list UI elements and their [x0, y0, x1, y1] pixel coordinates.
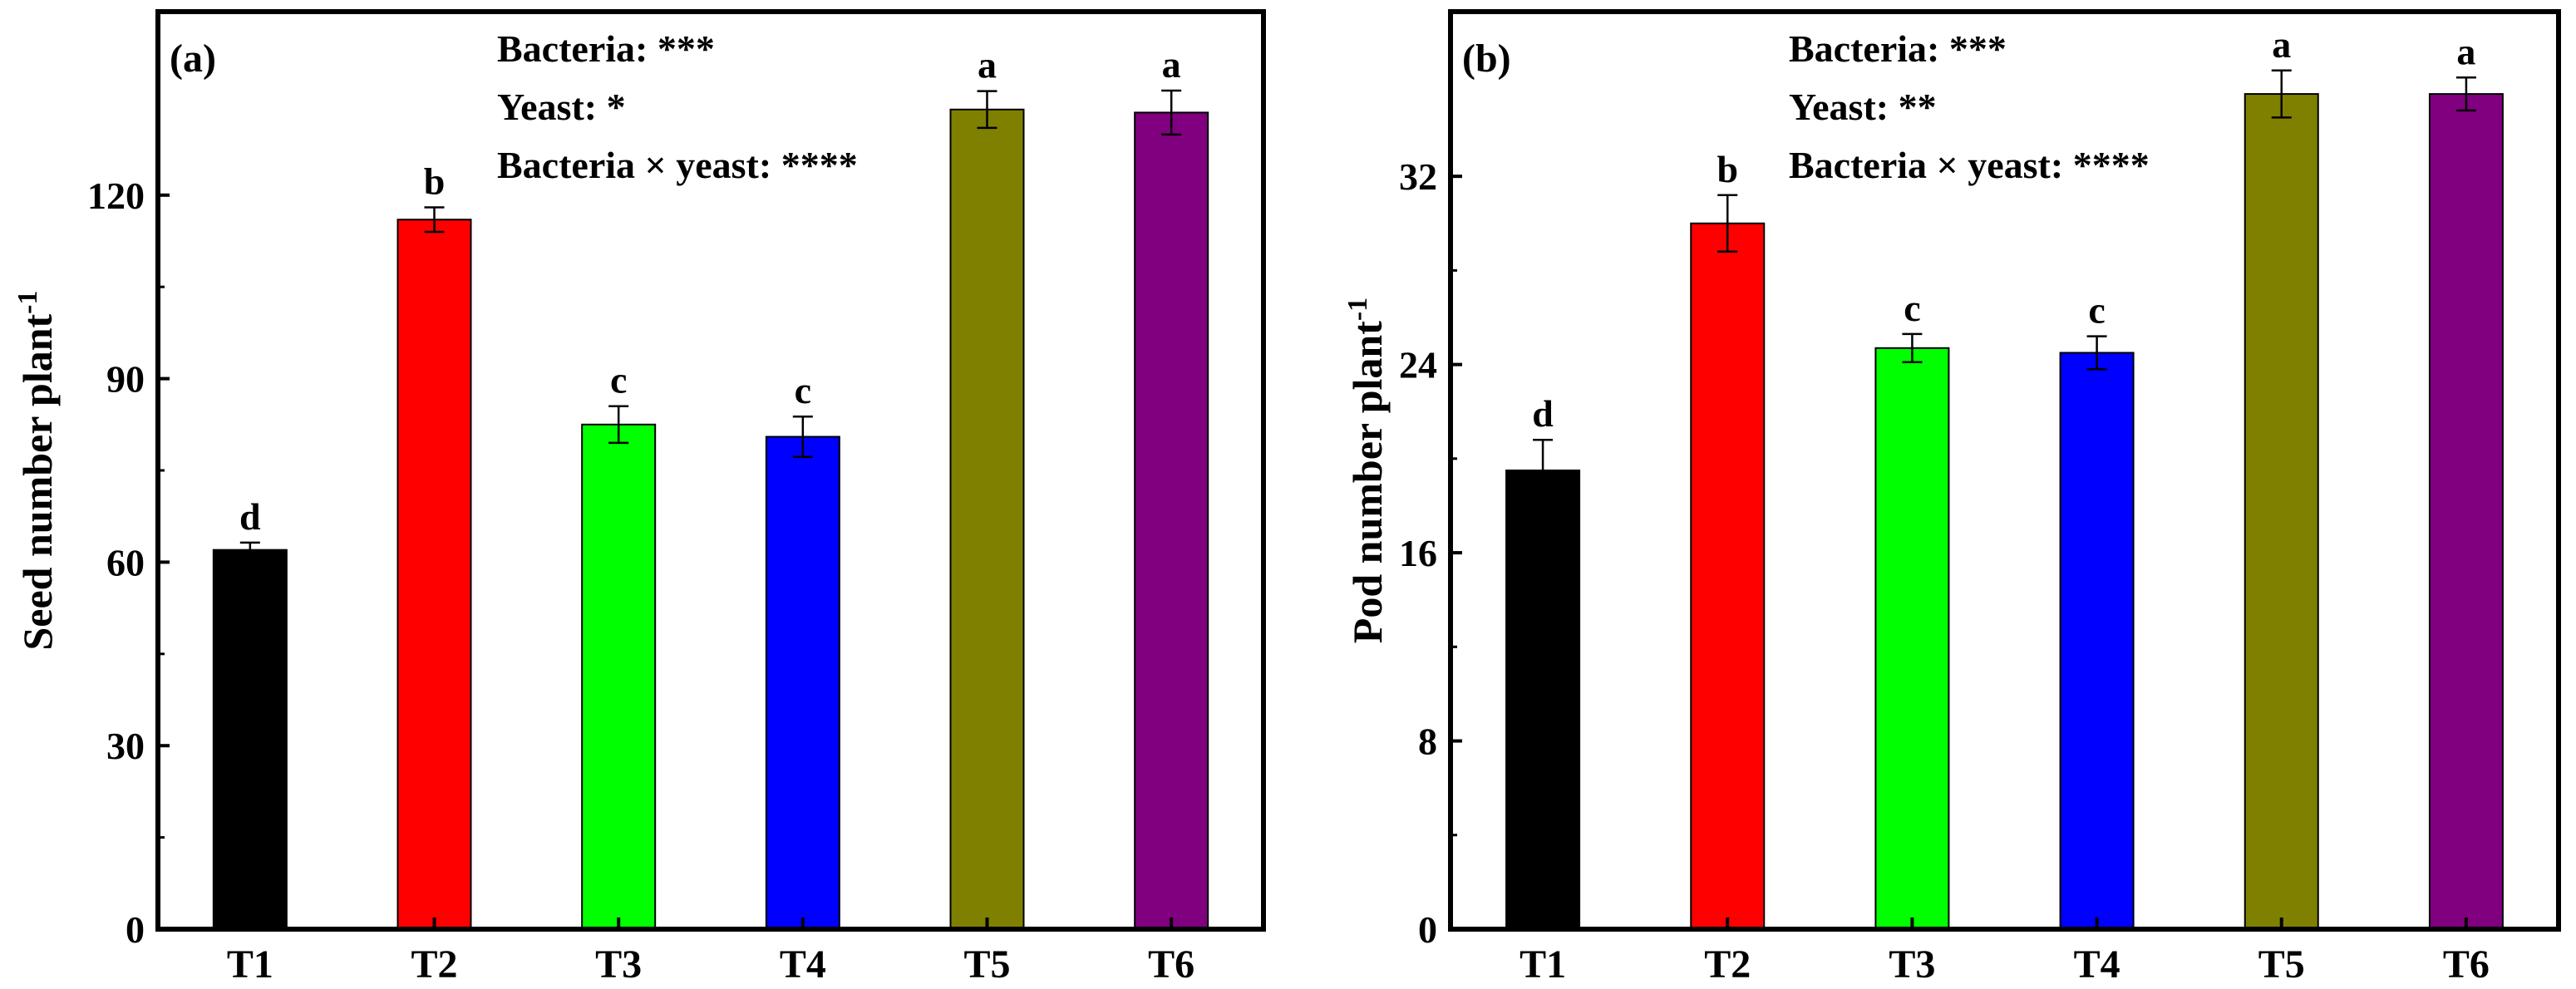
a-xtick-label-t5: T5	[963, 942, 1010, 987]
a-xtick-label-t2: T2	[411, 942, 457, 987]
b-ytick-label: 24	[1399, 344, 1437, 386]
a-bar-t4	[765, 435, 840, 930]
b-bar-t5	[2244, 93, 2319, 931]
a-sig-letter-t3: c	[610, 359, 627, 401]
b-sig-letter-t4: c	[2088, 289, 2105, 332]
a-y-axis-label: Seed number plant-1	[12, 290, 61, 650]
a-ytick-label: 120	[87, 175, 145, 217]
a-ytick-label: 90	[106, 358, 145, 401]
b-bar-t2	[1690, 222, 1766, 930]
a-bar-t5	[949, 108, 1025, 930]
a-sig-letter-t5: a	[978, 44, 997, 86]
b-xtick-label-t2: T2	[1704, 942, 1751, 987]
b-sig-letter-t3: c	[1904, 287, 1920, 329]
a-plot-frame	[155, 9, 1266, 932]
a-significance-annotation: Yeast: *	[497, 86, 626, 128]
b-bar-t6	[2428, 93, 2504, 931]
a-panel-label: (a)	[170, 37, 216, 81]
b-plot-frame	[1448, 9, 2561, 932]
b-xtick-label-t3: T3	[1889, 942, 1935, 987]
b-xtick-label-t5: T5	[2258, 942, 2305, 987]
panel-a-chart: 0 30 60 90 120 d T1 b T2 c T3 c T4 a T5 a T6 (a) Bacteria:…	[12, 9, 1266, 987]
b-bar-t3	[1874, 347, 1950, 930]
b-bar-t4	[2059, 352, 2135, 930]
b-y-axis-label: Pod number plant-1	[1342, 298, 1391, 643]
a-sig-letter-t2: b	[424, 160, 446, 203]
a-ytick-label: 30	[106, 725, 145, 767]
b-ytick-label: 32	[1399, 155, 1437, 198]
a-significance-annotation: Bacteria × yeast: ****	[497, 144, 858, 186]
b-sig-letter-t6: a	[2456, 30, 2475, 72]
a-xtick-label-t1: T1	[227, 942, 273, 987]
a-bar-t2	[396, 219, 472, 930]
panel-b-chart: 0 8 16 24 32 d T1 b T2 c T3 c T4 a T5 a T6 (b) Bacteria: *…	[1342, 9, 2561, 987]
b-significance-annotation: Bacteria × yeast: ****	[1789, 144, 2150, 186]
b-significance-annotation: Bacteria: ***	[1789, 27, 2007, 70]
b-sig-letter-t2: b	[1717, 148, 1738, 190]
b-sig-letter-t5: a	[2272, 23, 2291, 66]
a-bar-t6	[1134, 111, 1209, 930]
a-xtick-label-t3: T3	[595, 942, 642, 987]
a-sig-letter-t6: a	[1162, 43, 1181, 86]
b-ytick-label: 8	[1418, 721, 1437, 763]
a-ytick-label: 0	[126, 908, 145, 951]
b-significance-annotation: Yeast: **	[1789, 86, 1937, 128]
b-ytick-label: 16	[1399, 532, 1437, 574]
a-xtick-label-t4: T4	[780, 942, 826, 987]
a-bar-t1	[212, 549, 288, 930]
a-xtick-label-t6: T6	[1148, 942, 1194, 987]
a-significance-annotation: Bacteria: ***	[497, 27, 715, 70]
b-panel-label: (b)	[1462, 37, 1511, 81]
a-ytick-label: 60	[106, 541, 145, 583]
b-xtick-label-t1: T1	[1519, 942, 1566, 987]
a-bar-t3	[581, 423, 657, 930]
a-sig-letter-t1: d	[239, 495, 261, 538]
b-sig-letter-t1: d	[1532, 392, 1554, 435]
b-xtick-label-t4: T4	[2074, 942, 2120, 987]
b-bar-t1	[1505, 470, 1581, 930]
b-ytick-label: 0	[1418, 908, 1437, 951]
b-xtick-label-t6: T6	[2443, 942, 2490, 987]
a-sig-letter-t4: c	[795, 369, 811, 411]
